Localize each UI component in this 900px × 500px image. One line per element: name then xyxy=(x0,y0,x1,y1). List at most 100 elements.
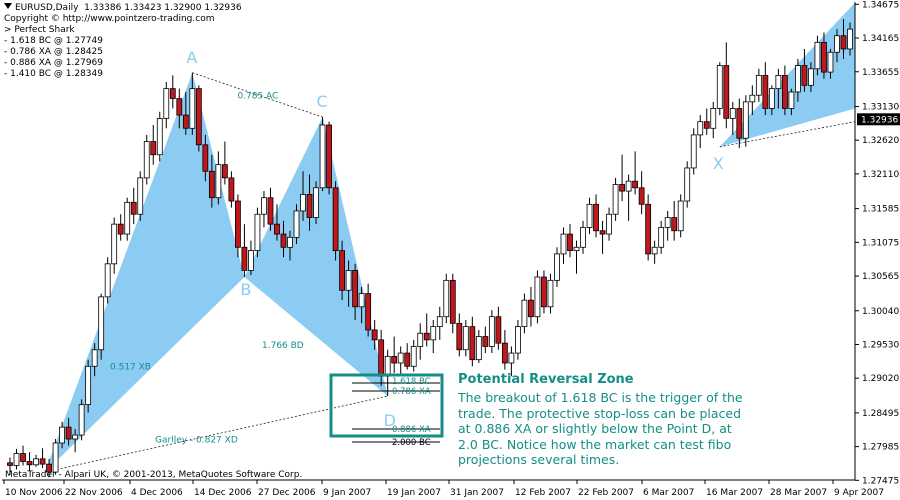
bull-candle-body xyxy=(124,201,131,235)
bear-candle-body xyxy=(280,233,287,248)
bear-candle-body xyxy=(26,461,33,466)
point-label-x: X xyxy=(713,154,724,173)
bear-candle-body xyxy=(619,184,625,192)
bear-candle-body xyxy=(632,180,639,189)
ratio-label-bd: 1.766 BD xyxy=(262,341,304,351)
y-tick-label: 1.31075 xyxy=(862,238,899,248)
ratio-label-ac: 0.785 AC xyxy=(237,92,278,102)
bull-candle-body xyxy=(248,250,254,271)
bear-candle-body xyxy=(352,270,359,308)
bull-candle-body xyxy=(690,134,697,169)
bull-candle-body xyxy=(580,227,586,248)
candle xyxy=(404,343,411,370)
bull-candle-body xyxy=(189,88,196,129)
bull-candle-body xyxy=(156,117,163,156)
x-tick-label: 31 Jan 2007 xyxy=(450,488,504,498)
bull-candle-body xyxy=(586,203,593,228)
bear-candle-body xyxy=(423,332,430,341)
candle xyxy=(261,191,267,228)
bull-candle-body xyxy=(847,28,853,50)
candle xyxy=(469,316,476,367)
bear-candle-body xyxy=(762,75,769,109)
bear-candle-body xyxy=(840,35,847,50)
bull-candle-body xyxy=(72,434,79,440)
bull-candle-body xyxy=(319,124,326,189)
candle xyxy=(189,72,196,135)
candle xyxy=(716,62,723,116)
x-tick-label: 27 Dec 2006 xyxy=(258,488,316,498)
bull-candle-body xyxy=(684,167,691,202)
candle xyxy=(456,313,463,357)
bear-candle-body xyxy=(456,322,463,351)
y-tick-label: 1.31585 xyxy=(862,205,899,215)
bull-candle-body xyxy=(397,352,404,364)
candle xyxy=(651,240,658,264)
dashed-line-x-right xyxy=(719,121,856,148)
bull-candle-body xyxy=(488,316,495,347)
prz-box xyxy=(329,373,444,438)
bull-candle-body xyxy=(215,164,222,199)
candle xyxy=(827,48,834,79)
bear-candle-body xyxy=(821,41,827,73)
bull-candle-body xyxy=(293,210,300,238)
candle xyxy=(267,187,274,231)
bear-candle-body xyxy=(449,279,456,324)
y-tick-label: 1.30040 xyxy=(862,307,899,317)
y-tick-label: 1.34165 xyxy=(862,34,899,44)
y-tick-label: 1.27985 xyxy=(862,443,899,453)
candle xyxy=(632,151,639,195)
bear-candle-body xyxy=(365,293,372,331)
prz-description: The breakout of 1.618 BC is the trigger … xyxy=(458,390,743,467)
bear-candle-body xyxy=(221,164,228,179)
candle xyxy=(736,98,743,149)
bull-candle-body xyxy=(98,296,105,351)
dropdown-triangle-icon[interactable] xyxy=(4,3,12,9)
bear-candle-body xyxy=(567,233,573,251)
candle xyxy=(287,230,293,261)
bear-candle-body xyxy=(117,223,124,235)
x-tick-label: 10 Nov 2006 xyxy=(5,488,63,498)
candle xyxy=(319,117,326,192)
candle xyxy=(658,220,665,254)
x-tick-label: 22 Nov 2006 xyxy=(65,488,123,498)
bull-candle-body xyxy=(261,197,267,215)
bull-candle-body xyxy=(612,184,619,215)
candle xyxy=(85,359,92,413)
candle xyxy=(423,313,430,347)
bull-candle-body xyxy=(91,349,98,367)
symbol-label: EURUSD,Daily xyxy=(15,3,79,13)
bull-candle-body xyxy=(547,279,554,308)
bull-candle-body xyxy=(143,141,150,179)
candle xyxy=(567,224,573,258)
candle xyxy=(703,108,710,135)
bull-candle-body xyxy=(85,365,92,406)
candle xyxy=(39,448,46,469)
candle xyxy=(488,310,495,354)
candle xyxy=(46,458,52,478)
candle xyxy=(143,134,150,185)
bull-candle-body xyxy=(417,332,424,347)
bear-candle-body xyxy=(176,98,183,116)
bull-candle-body xyxy=(52,442,59,473)
candle xyxy=(821,32,827,79)
candle xyxy=(625,174,632,221)
candle xyxy=(710,101,717,139)
candle xyxy=(723,42,730,129)
chart-info-panel: EURUSD,Daily 1.33386 1.33423 1.32900 1.3… xyxy=(4,3,242,80)
bear-candle-body xyxy=(130,201,137,215)
bull-candle-body xyxy=(716,65,723,109)
candle xyxy=(749,85,756,116)
candle xyxy=(528,286,534,327)
candle xyxy=(554,247,560,287)
symbol-row: EURUSD,Daily 1.33386 1.33423 1.32900 1.3… xyxy=(4,3,242,14)
bull-candle-body xyxy=(808,68,814,86)
candle xyxy=(475,329,482,363)
y-tick-label: 1.29020 xyxy=(862,374,899,384)
bull-candle-body xyxy=(710,108,717,129)
bull-candle-body xyxy=(606,213,612,235)
projection-label: 0.886 XA xyxy=(392,425,431,435)
candle xyxy=(391,336,398,373)
y-tick-label: 1.27475 xyxy=(862,476,899,486)
bear-candle-body xyxy=(339,250,345,291)
